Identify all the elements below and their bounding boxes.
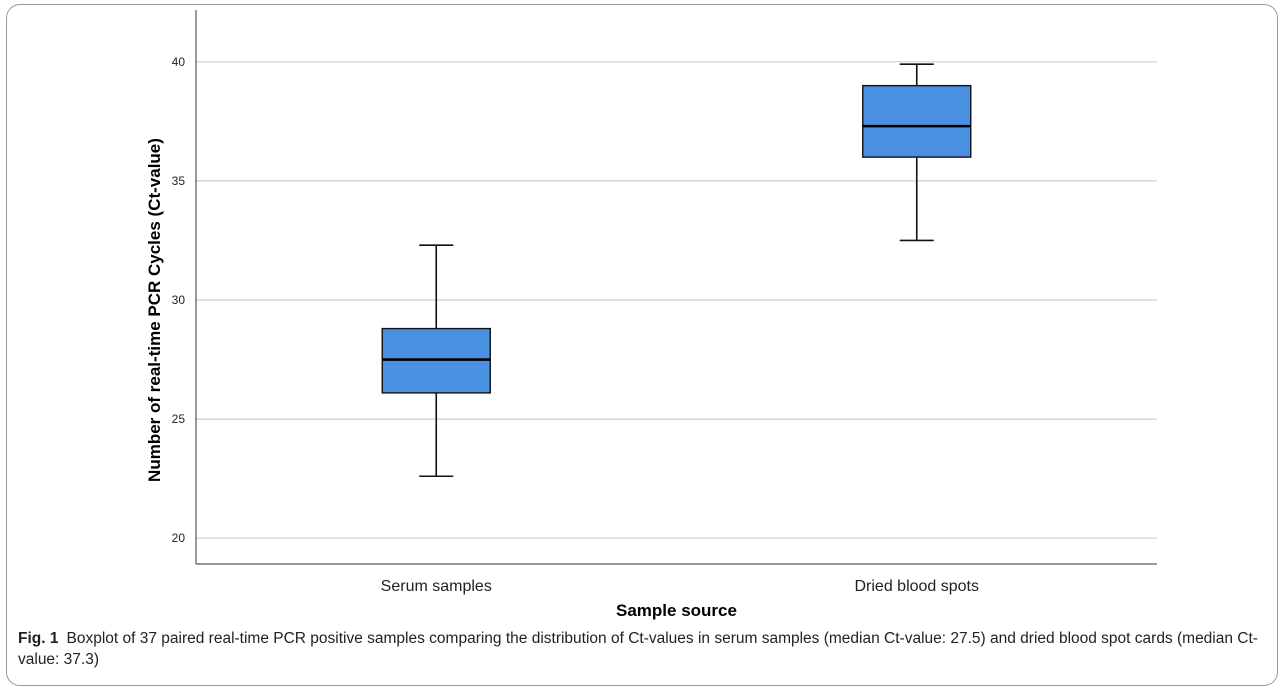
box-dried-blood-spots: [862, 63, 972, 242]
boxplot-chart: 20 25 30 35 40 Serum samples Dried blood spot…: [145, 10, 1157, 620]
y-tick-label-35: 35: [172, 174, 186, 188]
x-tick-label-dried-blood-spots: Dried blood spots: [854, 578, 979, 595]
figure-frame: [6, 4, 1278, 686]
caption-text: Boxplot of 37 paired real-time PCR posit…: [18, 630, 1258, 668]
x-axis-title: Sample source: [616, 601, 737, 620]
y-tick-label-40: 40: [172, 55, 186, 69]
grid-lines: [196, 61, 1157, 539]
figure-caption: Fig. 1 Boxplot of 37 paired real-time PCR…: [18, 628, 1268, 670]
y-tick-labels: 20 25 30 35 40: [172, 55, 186, 545]
x-tick-labels: Serum samples Dried blood spots: [381, 578, 979, 595]
figure-label: Fig. 1: [18, 630, 59, 647]
box-iqr: [862, 84, 972, 158]
x-tick-label-serum-samples: Serum samples: [381, 578, 492, 595]
y-axis-title: Number of real-time PCR Cycles (Ct-value…: [145, 138, 164, 482]
y-tick-label-30: 30: [172, 293, 186, 307]
axes: [195, 10, 1157, 565]
box-series: [381, 63, 972, 478]
y-tick-label-20: 20: [172, 531, 186, 545]
y-tick-label-25: 25: [172, 412, 186, 426]
box-serum-samples: [381, 244, 491, 478]
